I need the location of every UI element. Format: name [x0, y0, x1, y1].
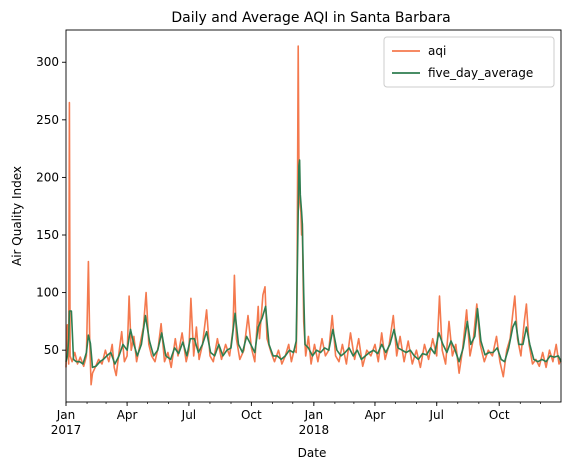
x-tick-label: Jul: [181, 408, 196, 422]
y-axis: 50 100 150 200 250 300: [36, 55, 66, 357]
legend-label-aqi: aqi: [428, 44, 446, 58]
y-tick-label: 300: [36, 55, 59, 69]
y-tick-label: 150: [36, 228, 59, 242]
x-tick-year-label: 2017: [51, 423, 82, 437]
x-tick-label: Jan: [304, 408, 324, 422]
legend-box: [383, 36, 555, 88]
y-tick-label: 50: [44, 343, 59, 357]
y-tick-label: 100: [36, 286, 59, 300]
legend-label-five_day_average: five_day_average: [428, 66, 533, 80]
y-axis-label: Air Quality Index: [10, 166, 24, 266]
x-tick-label: Jan: [56, 408, 76, 422]
series-line-aqi: [65, 45, 562, 386]
x-tick-label: Oct: [241, 408, 262, 422]
y-tick-label: 200: [36, 170, 59, 184]
x-tick-label: Apr: [365, 408, 386, 422]
x-tick-label: Apr: [117, 408, 138, 422]
y-tick-label: 250: [36, 113, 59, 127]
chart-title: Daily and Average AQI in Santa Barbara: [171, 10, 450, 26]
x-tick-label: Jul: [428, 408, 443, 422]
x-tick-label: Oct: [489, 408, 510, 422]
x-tick-year-label: 2018: [299, 423, 330, 437]
legend: aqi five_day_average: [383, 36, 555, 88]
x-axis-label: Date: [298, 446, 327, 460]
series-line-five_day_average: [65, 159, 562, 369]
